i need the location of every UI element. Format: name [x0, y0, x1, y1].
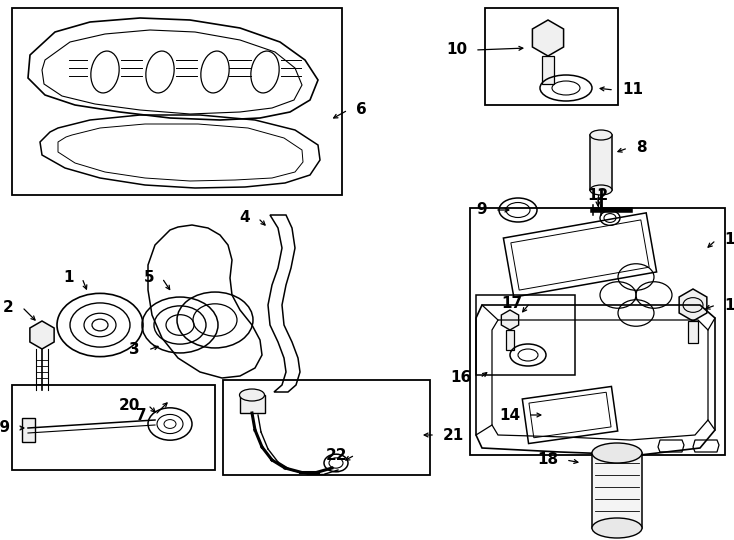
Text: 14: 14 [499, 408, 520, 422]
Bar [542, 56, 554, 84]
Text: 11: 11 [622, 83, 643, 98]
Text: 4: 4 [239, 211, 250, 226]
Text: 22: 22 [325, 448, 347, 462]
Text: 12: 12 [587, 187, 608, 202]
Bar [592, 453, 642, 528]
Text: 2: 2 [3, 300, 14, 314]
Text: 10: 10 [446, 43, 467, 57]
Text: 3: 3 [129, 342, 140, 357]
Bar [12, 8, 342, 195]
Text: 6: 6 [356, 103, 367, 118]
Text: 9: 9 [476, 202, 487, 218]
Text: 7: 7 [137, 408, 147, 422]
Polygon shape [679, 289, 707, 321]
Ellipse shape [592, 443, 642, 463]
Text: 8: 8 [636, 140, 647, 156]
Text: 19: 19 [0, 421, 10, 435]
Bar [485, 8, 618, 105]
Text: 15: 15 [724, 298, 734, 313]
Ellipse shape [590, 130, 612, 140]
Bar [12, 385, 215, 470]
Text: 13: 13 [724, 233, 734, 247]
Text: 20: 20 [119, 397, 140, 413]
Ellipse shape [592, 518, 642, 538]
Text: 16: 16 [451, 370, 472, 386]
Bar [470, 208, 725, 455]
Ellipse shape [590, 185, 612, 195]
Text: 17: 17 [501, 295, 522, 310]
Bar [240, 395, 265, 413]
Bar [223, 380, 430, 475]
Bar [590, 135, 612, 190]
Text: 1: 1 [64, 271, 74, 286]
Text: 18: 18 [537, 453, 558, 468]
Bar [688, 321, 698, 343]
Polygon shape [22, 418, 35, 442]
Text: 5: 5 [143, 271, 154, 286]
Ellipse shape [239, 389, 264, 401]
Polygon shape [532, 20, 564, 56]
Polygon shape [501, 310, 519, 330]
Bar [476, 295, 575, 375]
Bar [506, 330, 514, 350]
Polygon shape [30, 321, 54, 349]
Text: 21: 21 [443, 428, 464, 442]
